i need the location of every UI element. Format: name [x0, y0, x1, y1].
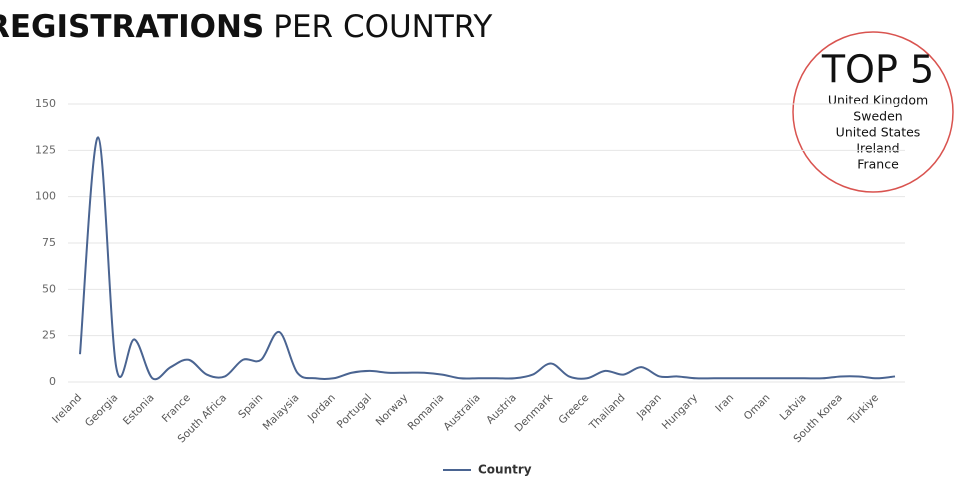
- x-tick-label: Australia: [441, 392, 482, 433]
- page-title: REGISTRATIONS PER COUNTRY: [0, 9, 492, 45]
- x-tick-label: Jordan: [305, 392, 338, 425]
- x-tick-label: Malaysia: [261, 392, 302, 433]
- title-rest: PER COUNTRY: [273, 9, 492, 45]
- title-bold: REGISTRATIONS: [0, 9, 264, 45]
- x-tick-label: Romania: [406, 392, 447, 433]
- x-tick-label: Oman: [742, 392, 773, 423]
- x-tick-label: Norway: [374, 392, 411, 429]
- top5-item: United States: [836, 125, 921, 140]
- x-tick-label: Hungary: [660, 392, 700, 432]
- y-tick-label: 125: [35, 143, 56, 156]
- legend-label: Country: [478, 463, 532, 477]
- x-tick-label: Thailand: [586, 392, 627, 433]
- x-tick-label: Japan: [634, 392, 664, 422]
- y-tick-label: 0: [49, 375, 56, 388]
- series-line: [79, 136, 896, 381]
- top5-title: TOP 5: [821, 48, 934, 92]
- x-tick-label: Denmark: [513, 391, 556, 434]
- top5-item: Ireland: [856, 141, 899, 156]
- x-tick-label: Portugal: [335, 392, 374, 431]
- x-tick-label: Austria: [484, 392, 519, 427]
- top5-item: United Kingdom: [828, 93, 928, 108]
- x-tick-label: Ireland: [50, 392, 84, 426]
- y-tick-label: 25: [42, 329, 56, 342]
- y-tick-label: 75: [42, 236, 56, 249]
- x-tick-label: Greece: [556, 392, 591, 427]
- x-tick-label: Spain: [236, 392, 265, 421]
- top5-item: Sweden: [853, 109, 902, 124]
- x-tick-label: Estonia: [121, 392, 157, 428]
- x-tick-label: Georgia: [83, 392, 121, 430]
- x-tick-label: Türkiye: [845, 392, 881, 428]
- y-tick-label: 150: [35, 97, 56, 110]
- top5-circle: [792, 31, 954, 193]
- y-tick-label: 100: [35, 190, 56, 203]
- x-tick-label: France: [160, 392, 193, 425]
- x-tick-label: Iran: [713, 392, 736, 415]
- y-tick-label: 50: [42, 282, 56, 295]
- top5-item: France: [857, 157, 899, 172]
- x-tick-label: Latvia: [778, 392, 809, 423]
